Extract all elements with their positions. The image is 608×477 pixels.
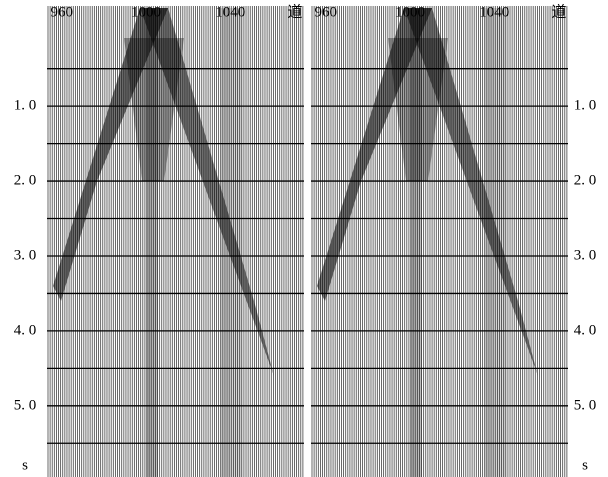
y-axis-label: s — [22, 457, 28, 473]
wave-band — [140, 8, 274, 376]
wave-band — [404, 8, 538, 376]
y-tick-label: 4. 0 — [14, 322, 37, 338]
y-tick-label: 5. 0 — [574, 397, 597, 413]
center-column — [146, 8, 159, 477]
wave-band — [53, 8, 169, 301]
y-axis-label: s — [582, 457, 588, 473]
x-tick-label: 1000 — [395, 4, 425, 20]
x-axis-label: 道 — [287, 3, 302, 20]
x-tick-label: 1000 — [131, 4, 161, 20]
x-tick-label: 1040 — [479, 4, 509, 20]
x-axis-label: 道 — [551, 3, 566, 20]
y-tick-label: 2. 0 — [14, 173, 37, 189]
x-tick-label: 1040 — [215, 4, 245, 20]
y-tick-label: 1. 0 — [574, 98, 597, 114]
far-column — [484, 8, 507, 477]
panel — [47, 6, 304, 477]
y-tick-label: 1. 0 — [14, 98, 37, 114]
wave-band — [317, 8, 433, 301]
y-tick-label: 3. 0 — [14, 247, 37, 263]
label-band — [309, 0, 570, 6]
y-tick-label: 2. 0 — [574, 173, 597, 189]
y-tick-label: 4. 0 — [574, 322, 597, 338]
panel — [311, 6, 568, 477]
x-tick-label: 960 — [50, 4, 73, 20]
far-column — [220, 8, 243, 477]
y-tick-label: 3. 0 — [574, 247, 597, 263]
wave-band — [124, 38, 185, 182]
center-column — [410, 8, 423, 477]
wave-band — [388, 38, 449, 182]
x-tick-label: 960 — [314, 4, 337, 20]
y-tick-label: 5. 0 — [14, 397, 37, 413]
label-band — [45, 0, 306, 6]
